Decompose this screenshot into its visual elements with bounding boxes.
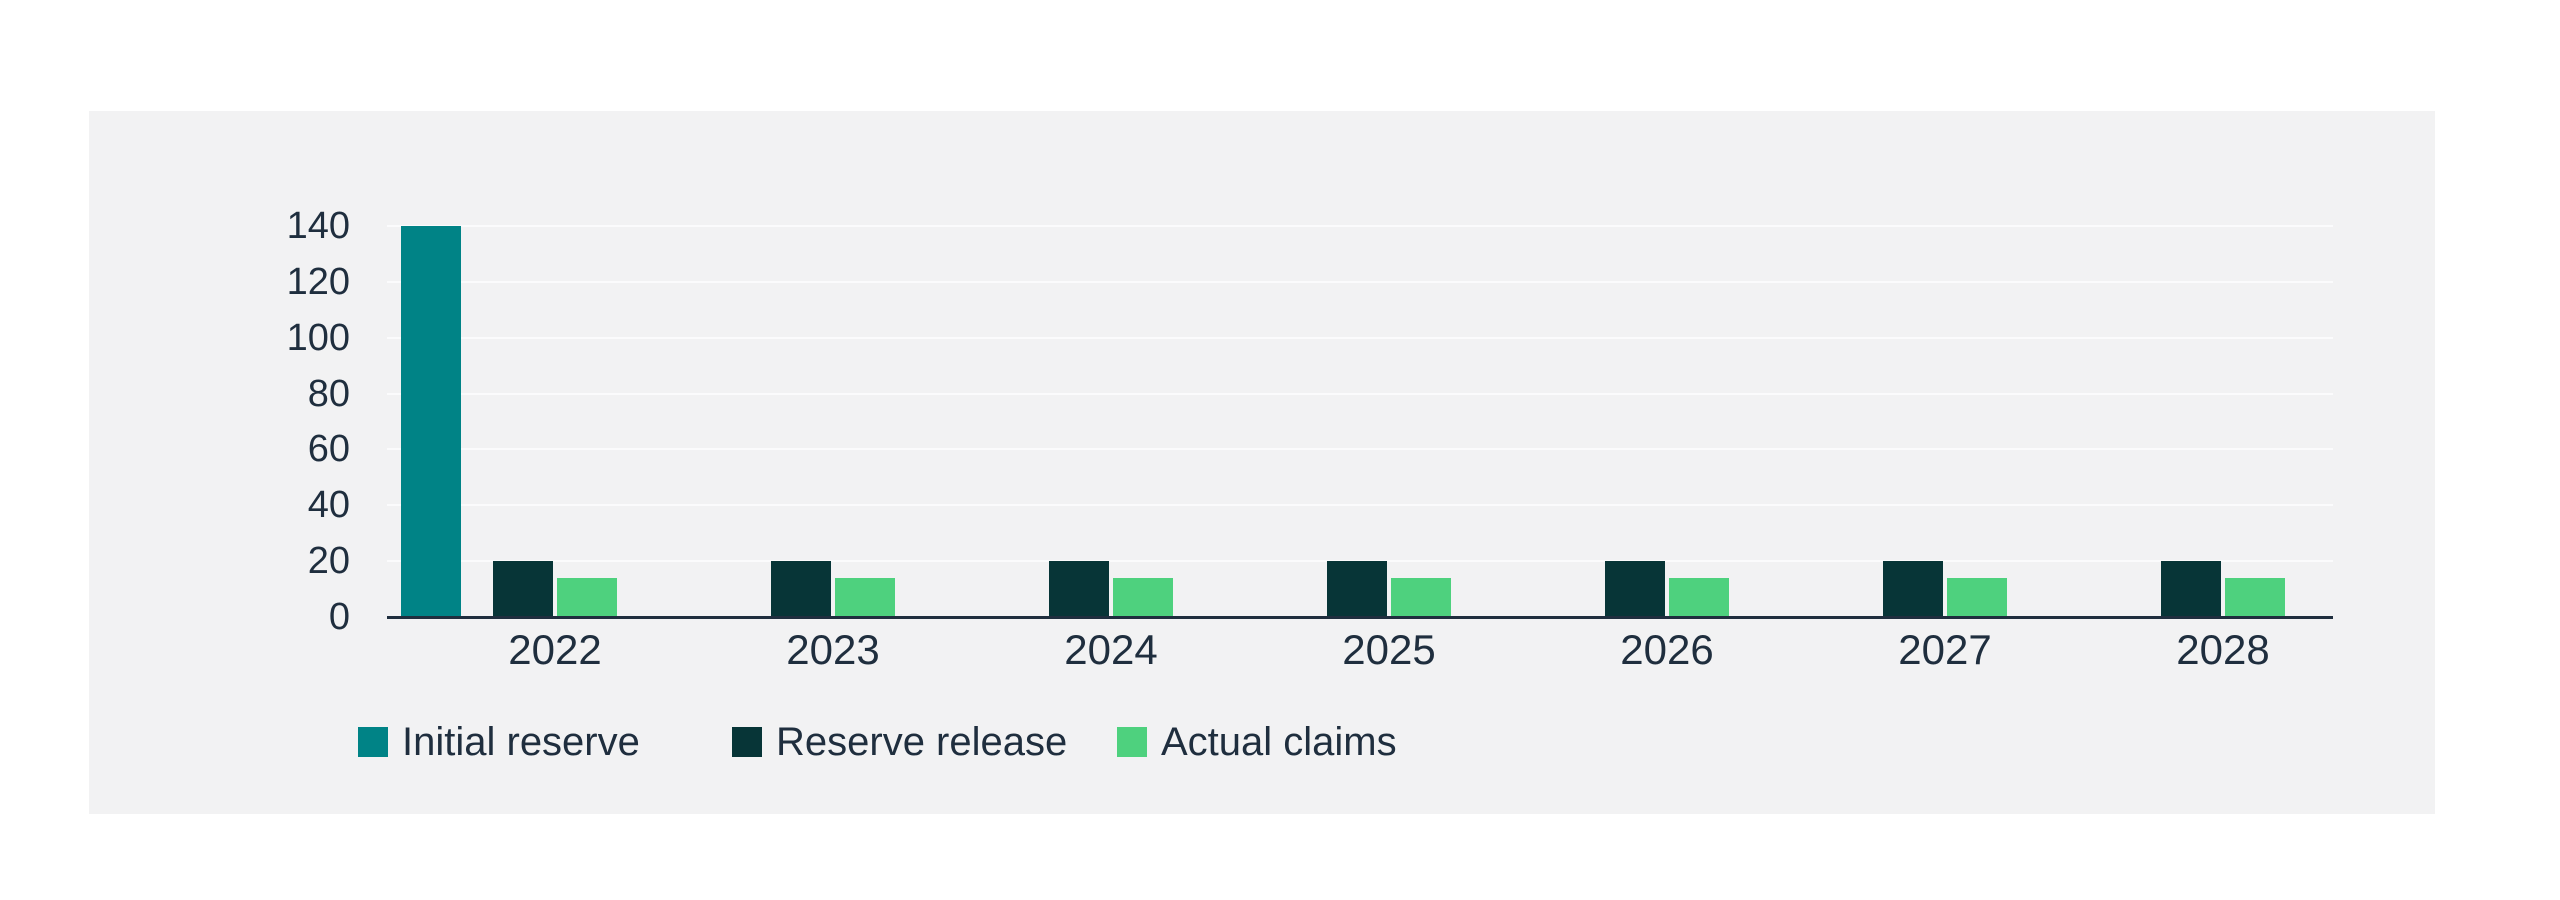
gridline-120 <box>387 280 2333 283</box>
y-tick-label-40: 40 <box>307 484 350 527</box>
legend-swatch-initial-reserve <box>358 727 388 757</box>
gridline-100 <box>387 336 2333 339</box>
bar-reserve-release-2027 <box>1883 561 1943 617</box>
x-tick-label-2024: 2024 <box>1064 626 1158 673</box>
bar-actual-claims-2027 <box>1947 578 2007 617</box>
gridline-40 <box>387 504 2333 507</box>
gridline-140 <box>387 225 2333 227</box>
x-tick-label-2023: 2023 <box>786 626 880 673</box>
x-tick-label-2026: 2026 <box>1620 626 1714 673</box>
y-tick-label-120: 120 <box>286 260 350 303</box>
legend-swatch-actual-claims <box>1117 727 1147 757</box>
bar-reserve-release-2022 <box>493 561 553 617</box>
bar-reserve-release-2025 <box>1327 561 1387 617</box>
bar-actual-claims-2028 <box>2225 578 2285 617</box>
legend-label-initial-reserve: Initial reserve <box>402 720 640 764</box>
x-axis-line <box>387 616 2333 619</box>
bar-reserve-release-2028 <box>2161 561 2221 617</box>
legend-label-reserve-release: Reserve release <box>776 720 1068 764</box>
bar-reserve-release-2024 <box>1049 561 1109 617</box>
x-tick-label-2025: 2025 <box>1342 626 1436 673</box>
chart-panel: 0 20 40 60 80 100 120 140 2022 2023 2024 2025 2026 2… <box>89 111 2435 814</box>
gridline-60 <box>387 448 2333 451</box>
bar-actual-claims-2023 <box>835 578 895 617</box>
bar-actual-claims-2022 <box>557 578 617 617</box>
gridline-80 <box>387 392 2333 395</box>
bar-reserve-release-2026 <box>1605 561 1665 617</box>
y-tick-label-80: 80 <box>307 372 350 415</box>
bar-initial-reserve-2022 <box>401 226 461 617</box>
legend-label-actual-claims: Actual claims <box>1161 720 1397 764</box>
x-tick-label-2027: 2027 <box>1898 626 1992 673</box>
bar-actual-claims-2026 <box>1669 578 1729 617</box>
y-tick-label-20: 20 <box>307 540 350 583</box>
y-tick-label-100: 100 <box>286 316 350 359</box>
legend-swatch-reserve-release <box>732 727 762 757</box>
x-tick-label-2022: 2022 <box>508 626 602 673</box>
bar-actual-claims-2024 <box>1113 578 1173 617</box>
bar-actual-claims-2025 <box>1391 578 1451 617</box>
y-tick-label-0: 0 <box>328 596 350 638</box>
bar-reserve-release-2023 <box>771 561 831 617</box>
y-tick-label-140: 140 <box>286 205 350 247</box>
y-tick-label-60: 60 <box>307 428 350 471</box>
x-tick-label-2028: 2028 <box>2176 626 2270 673</box>
